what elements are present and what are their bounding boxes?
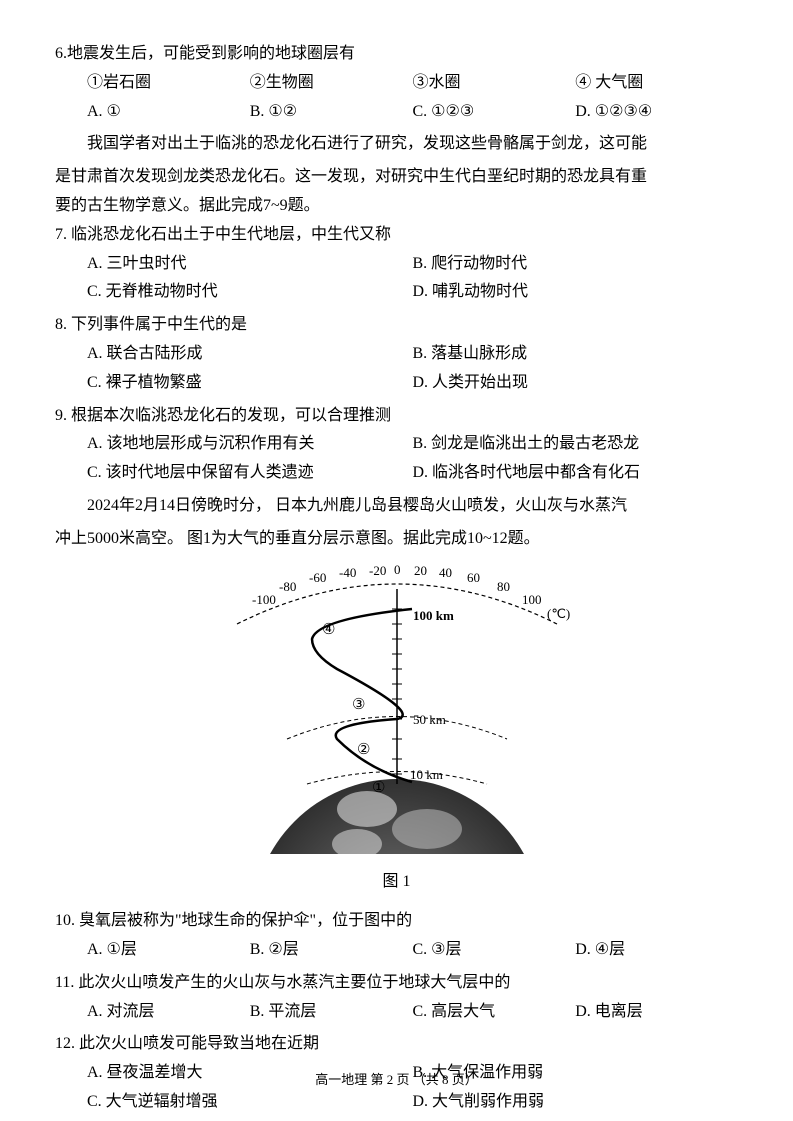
q10-opt-a: A. ①层 <box>87 936 250 965</box>
q8-opt-c: C. 裸子植物繁盛 <box>87 369 413 398</box>
height-10km: 10 km <box>410 767 443 782</box>
q11-opt-c: C. 高层大气 <box>413 998 576 1027</box>
layer-3: ③ <box>352 697 365 713</box>
q12-options-row-2: C. 大气逆辐射增强 D. 大气削弱作用弱 <box>55 1088 738 1117</box>
passage-1-line-3: 要的古生物学意义。据此完成7~9题。 <box>55 192 738 221</box>
q6-items: ①岩石圈 ②生物圈 ③水圈 ④ 大气圈 <box>55 69 738 98</box>
q9-opt-d: D. 临洮各时代地层中都含有化石 <box>413 459 739 488</box>
q12-opt-c: C. 大气逆辐射增强 <box>87 1088 413 1117</box>
atmosphere-diagram: -100 -80 -60 -40 -20 0 20 40 60 80 100 (… <box>55 564 738 898</box>
q6-item-1: ①岩石圈 <box>87 69 250 98</box>
q10-opt-d: D. ④层 <box>575 936 738 965</box>
q7-stem: 7. 临洮恐龙化石出土于中生代地层，中生代又称 <box>55 221 738 250</box>
q9-opt-a: A. 该地地层形成与沉积作用有关 <box>87 430 413 459</box>
q12-stem: 12. 此次火山喷发可能导致当地在近期 <box>55 1030 738 1059</box>
q6-item-3: ③水圈 <box>413 69 576 98</box>
temp-20: 20 <box>414 564 427 578</box>
temp-0: 0 <box>394 564 401 577</box>
q10-opt-b: B. ②层 <box>250 936 413 965</box>
temp-n80: -80 <box>279 579 296 594</box>
q6-item-2: ②生物圈 <box>250 69 413 98</box>
q11-stem: 11. 此次火山喷发产生的火山灰与水蒸汽主要位于地球大气层中的 <box>55 969 738 998</box>
q7-opt-d: D. 哺乳动物时代 <box>413 278 739 307</box>
q10-opt-c: C. ③层 <box>413 936 576 965</box>
q11-opt-b: B. 平流层 <box>250 998 413 1027</box>
q10-options: A. ①层 B. ②层 C. ③层 D. ④层 <box>55 936 738 965</box>
q11-opt-a: A. 对流层 <box>87 998 250 1027</box>
q7-options-row-1: A. 三叶虫时代 B. 爬行动物时代 <box>55 250 738 279</box>
diagram-caption: 图 1 <box>55 868 738 897</box>
layer-4: ④ <box>322 622 335 638</box>
q6-opt-d: D. ①②③④ <box>575 98 738 127</box>
q7-opt-a: A. 三叶虫时代 <box>87 250 413 279</box>
q8-options-row-2: C. 裸子植物繁盛 D. 人类开始出现 <box>55 369 738 398</box>
passage-1-line-2: 是甘肃首次发现剑龙类恐龙化石。这一发现，对研究中生代白垩纪时期的恐龙具有重 <box>55 163 738 192</box>
diagram-svg: -100 -80 -60 -40 -20 0 20 40 60 80 100 (… <box>217 564 577 854</box>
passage-1-line-1: 我国学者对出土于临洮的恐龙化石进行了研究，发现这些骨骼属于剑龙，这可能 <box>55 130 738 159</box>
q9-opt-b: B. 剑龙是临洮出土的最古老恐龙 <box>413 430 739 459</box>
q6-opt-c: C. ①②③ <box>413 98 576 127</box>
q12-opt-d: D. 大气削弱作用弱 <box>413 1088 739 1117</box>
q8-opt-a: A. 联合古陆形成 <box>87 340 413 369</box>
temp-unit: (℃) <box>547 606 570 621</box>
q8-stem: 8. 下列事件属于中生代的是 <box>55 311 738 340</box>
q8-options-row-1: A. 联合古陆形成 B. 落基山脉形成 <box>55 340 738 369</box>
q6-opt-a: A. ① <box>87 98 250 127</box>
passage-2-line-1: 2024年2月14日傍晚时分， 日本九州鹿儿岛县樱岛火山喷发，火山灰与水蒸汽 <box>55 492 738 521</box>
temp-n40: -40 <box>339 565 356 580</box>
q10-stem: 10. 臭氧层被称为"地球生命的保护伞"，位于图中的 <box>55 907 738 936</box>
temp-40: 40 <box>439 565 452 580</box>
q11-options: A. 对流层 B. 平流层 C. 高层大气 D. 电离层 <box>55 998 738 1027</box>
passage-2-line-2: 冲上5000米高空。 图1为大气的垂直分层示意图。据此完成10~12题。 <box>55 525 738 554</box>
height-50km: 50 km <box>413 712 446 727</box>
temp-n100: -100 <box>252 592 276 607</box>
q7-options-row-2: C. 无脊椎动物时代 D. 哺乳动物时代 <box>55 278 738 307</box>
q6-options: A. ① B. ①② C. ①②③ D. ①②③④ <box>55 98 738 127</box>
height-100km: 100 km <box>413 608 454 623</box>
layer-1: ① <box>372 780 385 796</box>
q9-opt-c: C. 该时代地层中保留有人类遗迹 <box>87 459 413 488</box>
q6-item-4: ④ 大气圈 <box>575 69 738 98</box>
temp-n60: -60 <box>309 570 326 585</box>
q7-opt-c: C. 无脊椎动物时代 <box>87 278 413 307</box>
q6-stem: 6.地震发生后，可能受到影响的地球圈层有 <box>55 40 738 69</box>
page-footer: 高一地理 第 2 页 （共 8 页） <box>0 1068 793 1091</box>
temp-80: 80 <box>497 579 510 594</box>
q7-opt-b: B. 爬行动物时代 <box>413 250 739 279</box>
temp-n20: -20 <box>369 564 386 578</box>
temp-60: 60 <box>467 570 480 585</box>
layer-2: ② <box>357 742 370 758</box>
q9-stem: 9. 根据本次临洮恐龙化石的发现，可以合理推测 <box>55 402 738 431</box>
q8-opt-b: B. 落基山脉形成 <box>413 340 739 369</box>
q9-options-row-2: C. 该时代地层中保留有人类遗迹 D. 临洮各时代地层中都含有化石 <box>55 459 738 488</box>
passage-2: 2024年2月14日傍晚时分， 日本九州鹿儿岛县樱岛火山喷发，火山灰与水蒸汽 冲… <box>55 492 738 554</box>
q6-opt-b: B. ①② <box>250 98 413 127</box>
q8-opt-d: D. 人类开始出现 <box>413 369 739 398</box>
q9-options-row-1: A. 该地地层形成与沉积作用有关 B. 剑龙是临洮出土的最古老恐龙 <box>55 430 738 459</box>
q11-opt-d: D. 电离层 <box>575 998 738 1027</box>
passage-1: 我国学者对出土于临洮的恐龙化石进行了研究，发现这些骨骼属于剑龙，这可能 是甘肃首… <box>55 130 738 220</box>
temp-100: 100 <box>522 592 542 607</box>
